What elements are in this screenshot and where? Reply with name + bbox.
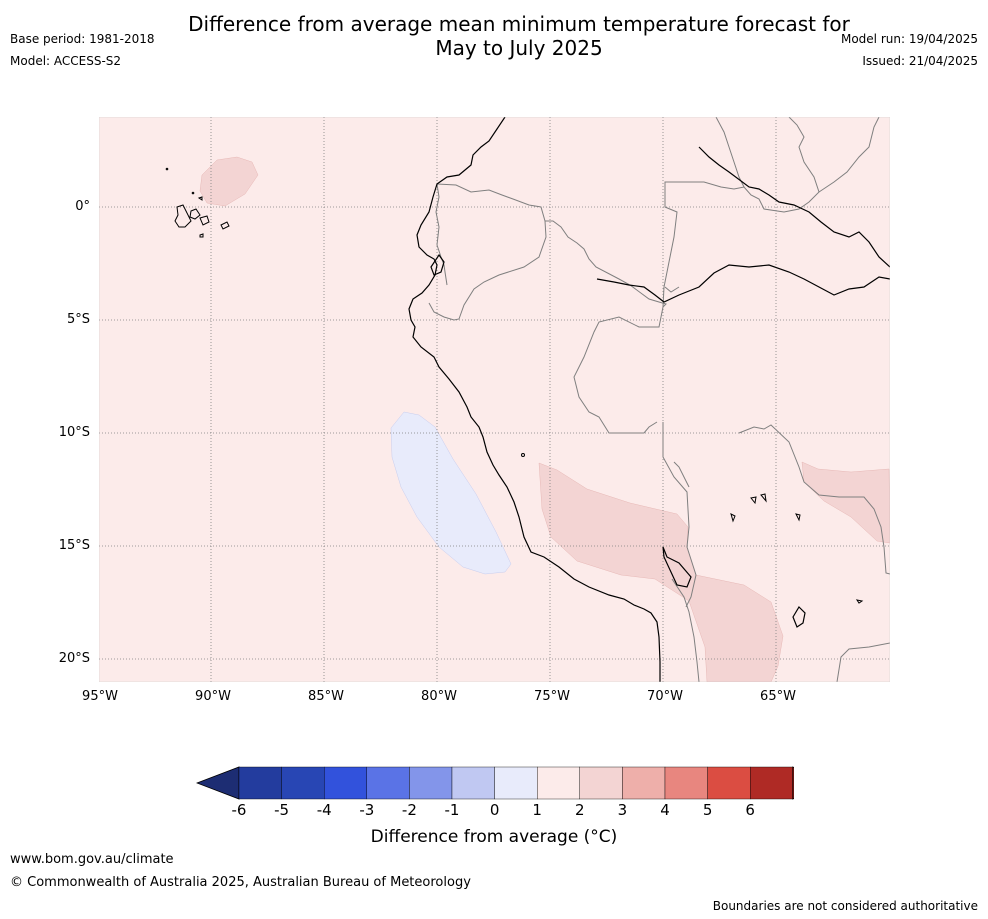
model-name: Model: ACCESS-S2 (10, 54, 122, 68)
title-line-2: May to July 2025 (435, 36, 603, 60)
map-title: Difference from average mean minimum tem… (150, 12, 888, 60)
lon-label-65w: 65°W (760, 689, 796, 704)
colorbar-segment (281, 766, 325, 800)
colorbar-over-arrow (792, 766, 794, 800)
issued-date: Issued: 21/04/2025 (862, 54, 978, 68)
lat-label-20s: 20°S (58, 651, 90, 666)
colorbar-segment (494, 766, 538, 800)
coastlines (408, 117, 890, 682)
lat-label-5s: 5°S (66, 312, 90, 327)
colorbar-segment (664, 766, 708, 800)
title-line-1: Difference from average mean minimum tem… (188, 12, 850, 36)
colorbar-segment (323, 766, 367, 800)
lat-label-0: 0° (75, 199, 90, 214)
colorbar-segment (707, 766, 751, 800)
map-background (99, 117, 890, 682)
colorbar-tick-label: -6 (231, 801, 247, 819)
colorbar-tick-label: 0 (489, 801, 500, 819)
lat-label-10s: 10°S (58, 425, 90, 440)
cool-patch-offshore (390, 411, 512, 575)
colorbar-tick-label: 3 (617, 801, 628, 819)
lat-label-15s: 15°S (58, 538, 90, 553)
colorbar-tick-label: 6 (745, 801, 755, 819)
colorbar-tick-label: -5 (274, 801, 290, 819)
colorbar (196, 766, 794, 800)
colorbar-label: Difference from average (°C) (370, 827, 618, 847)
colorbar-tick-label: 2 (575, 801, 585, 819)
colorbar-segment (622, 766, 666, 800)
colorbar-tick-label: 4 (660, 801, 670, 819)
model-run: Model run: 19/04/2025 (840, 32, 978, 46)
lon-label-80w: 80°W (421, 689, 457, 704)
meta-right: Model run: 19/04/2025 Issued: 21/04/2025 (841, 28, 978, 72)
galapagos-islands (165, 167, 864, 604)
colorbar-segment (750, 766, 794, 800)
colorbar-segment (451, 766, 495, 800)
lon-label-95w: 95°W (82, 689, 118, 704)
colorbar-tick-label: -4 (316, 801, 332, 819)
warm-patch-altiplano (538, 462, 784, 682)
colorbar-tick-label: -2 (401, 801, 417, 819)
colorbar-tick-label: 1 (532, 801, 542, 819)
meta-left: Base period: 1981-2018 Model: ACCESS-S2 (10, 28, 155, 72)
colorbar-tick-label: 5 (702, 801, 713, 819)
lon-label-75w: 75°W (534, 689, 570, 704)
colorbar-segment (537, 766, 581, 800)
country-borders (428, 117, 890, 682)
colorbar-under-arrow (196, 766, 240, 800)
footer-url[interactable]: www.bom.gov.au/climate (10, 852, 174, 867)
base-period: Base period: 1981-2018 (10, 32, 155, 46)
colorbar-segment (579, 766, 623, 800)
graticule (99, 117, 890, 682)
colorbar-segment (238, 766, 282, 800)
footer-disclaimer: Boundaries are not considered authoritat… (712, 899, 978, 913)
colorbar-tick-label: -1 (444, 801, 460, 819)
forecast-map (99, 117, 890, 682)
lon-label-90w: 90°W (195, 689, 231, 704)
footer-copyright: © Commonwealth of Australia 2025, Austra… (10, 875, 471, 890)
warm-patch-galapagos (199, 156, 259, 207)
colorbar-tick-label: -3 (359, 801, 375, 819)
colorbar-segment (366, 766, 410, 800)
lon-label-85w: 85°W (308, 689, 344, 704)
colorbar-segment (409, 766, 453, 800)
lon-label-70w: 70°W (647, 689, 683, 704)
